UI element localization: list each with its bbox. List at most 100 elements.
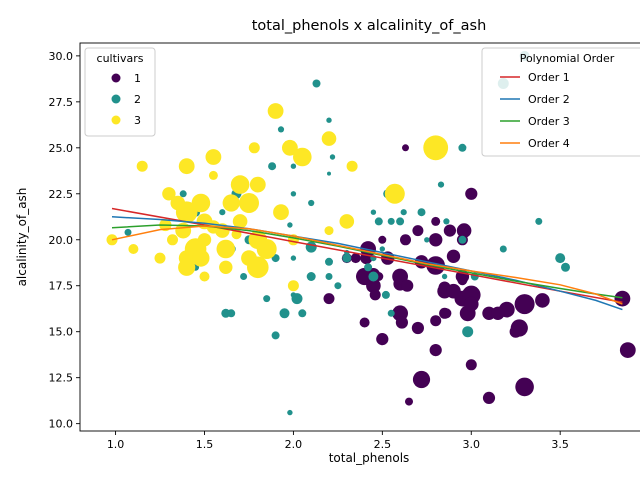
cultivar-2-point-6 — [329, 154, 336, 160]
cultivar-2-point-57 — [298, 309, 307, 318]
cultivar-1-point-37 — [456, 223, 472, 238]
cultivar-3-point-30 — [216, 239, 236, 259]
cultivar-2-point-18 — [219, 209, 226, 216]
cultivar-2-point-62 — [287, 409, 293, 416]
fit-line-order-2 — [111, 216, 623, 311]
polynomial-legend-title: Polynomial Order — [520, 52, 615, 65]
cultivar-3-point-38 — [219, 260, 233, 274]
cultivar-3-label: 3 — [134, 114, 141, 127]
cultivar-2-point-14 — [179, 190, 187, 198]
cultivar-2-point-42 — [364, 263, 373, 272]
cultivar-1-point-59 — [378, 235, 387, 244]
y-tick-label: 10.0 — [49, 418, 74, 431]
cultivar-1-point-6 — [376, 333, 389, 346]
cultivar-2-point-56 — [279, 308, 290, 319]
cultivar-3-point-36 — [192, 249, 210, 267]
cultivar-2-label: 2 — [134, 93, 141, 106]
cultivar-2-point-27 — [124, 228, 132, 236]
cultivar-1-marker — [111, 73, 121, 83]
cultivar-2-point-24 — [535, 217, 543, 225]
x-tick-label: 3.5 — [551, 438, 569, 451]
cultivar-2-point-46 — [325, 273, 333, 280]
cultivar-2-point-47 — [441, 273, 448, 280]
cultivar-1-point-13 — [482, 391, 496, 404]
cultivar-1-point-1 — [405, 397, 413, 406]
cultivar-1-point-56 — [446, 249, 461, 263]
cultivar-1-point-11 — [323, 293, 335, 305]
cultivar-2-point-37 — [342, 253, 352, 263]
x-tick-label: 3.0 — [463, 438, 481, 451]
chart-title: total_phenols x alcalinity_of_ash — [252, 18, 487, 34]
cultivar-2-point-15 — [308, 199, 315, 207]
cultivar-3-point-32 — [154, 252, 166, 264]
fit-line-order-4 — [111, 225, 623, 305]
cultivar-1-point-35 — [366, 278, 381, 294]
cultivar-1-point-4 — [431, 216, 441, 226]
cultivar-2-point-23 — [443, 218, 450, 225]
cultivar-2-point-2 — [312, 79, 321, 88]
cultivar-3-point-41 — [199, 271, 210, 282]
cultivar-3-point-5 — [321, 131, 337, 146]
cultivar-2-point-32 — [305, 241, 317, 253]
cultivar-2-point-3 — [326, 117, 332, 123]
cultivar-1-point-41 — [465, 187, 478, 200]
cultivar-1-point-38 — [400, 234, 411, 246]
cultivar-3-point-9 — [208, 170, 218, 180]
cultivar-3-point-11 — [249, 176, 266, 193]
cultivar-3-point-39 — [246, 256, 269, 279]
cultivar-2-point-43 — [561, 262, 570, 272]
cultivar-3-point-25 — [167, 234, 178, 246]
cultivar-1-point-19 — [411, 321, 424, 335]
cultivar-2-point-52 — [381, 290, 390, 299]
cultivar-2-point-60 — [462, 326, 474, 338]
x-axis-label: total_phenols — [329, 451, 410, 465]
cultivar-2-point-10 — [437, 181, 445, 188]
cultivar-1-point-20 — [465, 359, 477, 371]
cultivar-2-point-25 — [287, 222, 293, 228]
cultivar-3-point-16 — [222, 194, 240, 212]
y-tick-label: 17.5 — [49, 280, 74, 293]
x-axis-ticks: 1.01.52.02.53.03.54.0 — [107, 431, 569, 451]
cultivar-3-point-37 — [287, 280, 299, 292]
polynomial-legend-box — [481, 47, 640, 157]
order-2-label: Order 2 — [528, 93, 570, 106]
cultivar-1-point-31 — [509, 325, 522, 338]
cultivar-2-point-21 — [387, 217, 395, 225]
cultivar-1-point-46 — [412, 225, 424, 237]
cultivar-3-point-15 — [175, 201, 198, 223]
x-tick-label: 1.0 — [107, 438, 125, 451]
cultivars-legend: cultivars 1 2 3 — [84, 47, 156, 137]
cultivar-3-point-7 — [293, 147, 312, 167]
cultivar-2-point-20 — [374, 217, 383, 226]
cultivar-2-point-50 — [334, 282, 342, 290]
cultivar-2-point-45 — [306, 272, 316, 281]
cultivar-3-point-6 — [282, 139, 298, 156]
cultivar-2-point-16 — [417, 208, 426, 217]
cultivar-3-point-40 — [178, 258, 196, 276]
cultivar-1-point-44 — [535, 293, 550, 308]
cultivar-3-point-0 — [136, 160, 148, 172]
cultivar-3-point-22 — [175, 222, 192, 239]
order-4-label: Order 4 — [528, 137, 570, 150]
cultivar-1-point-18 — [514, 294, 535, 315]
cultivar-3-point-3 — [248, 142, 260, 154]
cultivar-1-point-34 — [443, 224, 456, 237]
cultivar-3-point-1 — [178, 158, 195, 175]
y-tick-label: 25.0 — [49, 142, 74, 155]
cultivar-1-point-25 — [402, 144, 409, 152]
cultivar-3-point-46 — [423, 135, 449, 161]
cultivar-2-point-22 — [396, 217, 405, 226]
cultivar-2-point-8 — [290, 163, 297, 169]
cultivar-1-label: 1 — [134, 72, 141, 85]
cultivar-1-point-55 — [491, 306, 505, 320]
cultivar-3-marker — [111, 115, 121, 125]
cultivars-legend-box — [84, 47, 156, 137]
cultivar-1-point-52 — [350, 253, 361, 264]
cultivar-1-point-16 — [429, 233, 443, 247]
cultivar-2-point-61 — [271, 331, 280, 340]
cultivar-3-point-8 — [346, 160, 358, 172]
y-tick-label: 30.0 — [49, 50, 74, 63]
y-tick-label: 27.5 — [49, 96, 74, 109]
cultivar-1-point-14 — [515, 377, 534, 397]
